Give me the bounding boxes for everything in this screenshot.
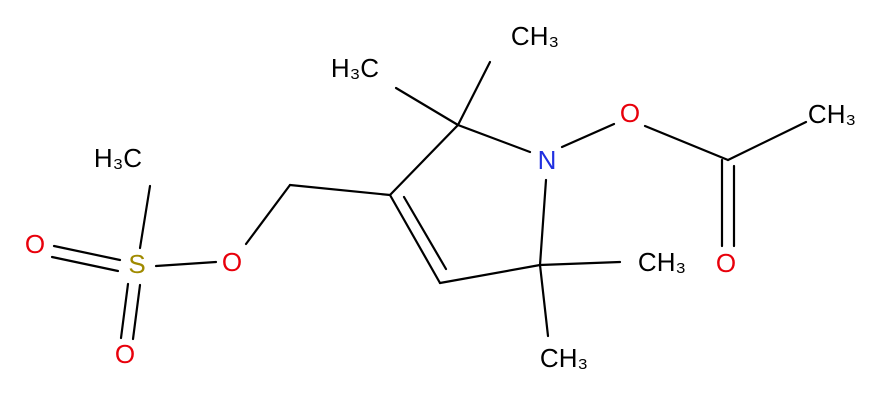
atom-label: O: [620, 98, 640, 128]
bond: [538, 263, 550, 338]
atom-label: CH₃: [638, 247, 686, 277]
bond: [388, 193, 442, 285]
bond: [643, 124, 730, 162]
bond: [131, 283, 142, 341]
bond: [726, 120, 808, 162]
atom-label: CH₃: [808, 99, 856, 129]
bond: [560, 122, 616, 149]
atom-label: H₃C: [94, 143, 142, 173]
atom-label: O: [222, 247, 242, 277]
bond: [538, 178, 548, 267]
bond: [538, 260, 622, 267]
atom-label: S: [128, 249, 145, 279]
bond: [438, 263, 542, 285]
bond: [402, 195, 448, 271]
bond: [50, 255, 120, 273]
bond: [456, 60, 492, 127]
bond: [288, 183, 392, 197]
atoms: H₃C CH₃ O CH₃ N CH₃ O CH₃ H₃C S O O O: [25, 21, 856, 373]
bond: [138, 184, 152, 250]
bond: [154, 260, 218, 268]
bond: [388, 123, 460, 197]
atom-label: O: [716, 248, 736, 278]
atom-label: CH₃: [540, 343, 588, 373]
bond: [119, 282, 130, 340]
bond: [456, 123, 532, 154]
atom-label: O: [115, 339, 135, 369]
atom-label: N: [538, 145, 557, 175]
atom-label: O: [25, 229, 45, 259]
bonds: [50, 60, 808, 341]
atom-label: CH₃: [511, 21, 559, 51]
bond: [52, 244, 122, 262]
atom-label: H₃C: [331, 53, 379, 83]
bond: [394, 86, 460, 127]
bond: [244, 183, 292, 246]
